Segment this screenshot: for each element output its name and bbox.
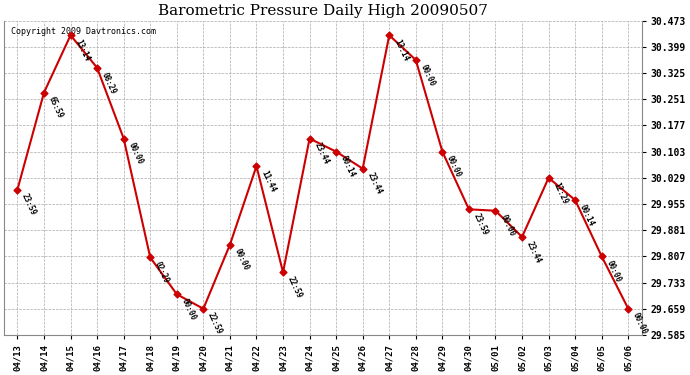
Point xyxy=(464,206,475,212)
Text: 23:44: 23:44 xyxy=(525,240,543,264)
Point xyxy=(304,135,315,141)
Point xyxy=(623,306,634,312)
Text: 65:59: 65:59 xyxy=(47,95,65,120)
Point xyxy=(39,90,50,96)
Point xyxy=(517,234,528,240)
Text: 23:59: 23:59 xyxy=(472,212,490,237)
Point xyxy=(12,186,23,192)
Point xyxy=(65,32,76,38)
Text: 00:00: 00:00 xyxy=(419,63,437,87)
Point xyxy=(357,166,368,172)
Point xyxy=(92,65,103,71)
Point xyxy=(331,148,342,154)
Text: 00:00: 00:00 xyxy=(179,297,197,322)
Text: 13:14: 13:14 xyxy=(392,38,410,63)
Text: 00:00: 00:00 xyxy=(604,259,622,284)
Point xyxy=(251,163,262,169)
Point xyxy=(384,32,395,38)
Text: 00:14: 00:14 xyxy=(578,203,596,228)
Point xyxy=(198,306,209,312)
Title: Barometric Pressure Daily High 20090507: Barometric Pressure Daily High 20090507 xyxy=(158,4,488,18)
Text: 23:44: 23:44 xyxy=(366,171,384,196)
Text: 23:44: 23:44 xyxy=(313,141,331,166)
Point xyxy=(437,148,448,154)
Point xyxy=(543,175,554,181)
Point xyxy=(570,197,581,203)
Point xyxy=(411,57,422,63)
Text: 22:59: 22:59 xyxy=(286,275,304,300)
Text: 02:29: 02:29 xyxy=(153,260,171,285)
Text: 13:14: 13:14 xyxy=(73,38,91,63)
Text: 11:44: 11:44 xyxy=(259,169,277,194)
Text: Copyright 2009 Davtronics.com: Copyright 2009 Davtronics.com xyxy=(10,27,155,36)
Text: 00:00: 00:00 xyxy=(445,154,463,179)
Text: 12:29: 12:29 xyxy=(551,181,569,206)
Text: 08:29: 08:29 xyxy=(100,70,118,95)
Point xyxy=(224,242,235,248)
Point xyxy=(118,135,129,141)
Text: 00:00: 00:00 xyxy=(498,213,516,238)
Text: 00:00: 00:00 xyxy=(233,248,250,272)
Text: 22:59: 22:59 xyxy=(206,312,224,336)
Text: 00:14: 00:14 xyxy=(339,154,357,179)
Point xyxy=(596,254,607,260)
Point xyxy=(490,208,501,214)
Point xyxy=(171,291,182,297)
Text: 23:59: 23:59 xyxy=(20,192,38,217)
Text: 00:00: 00:00 xyxy=(126,141,144,166)
Point xyxy=(145,255,156,261)
Point xyxy=(277,269,288,275)
Text: 00:00: 00:00 xyxy=(631,312,649,336)
